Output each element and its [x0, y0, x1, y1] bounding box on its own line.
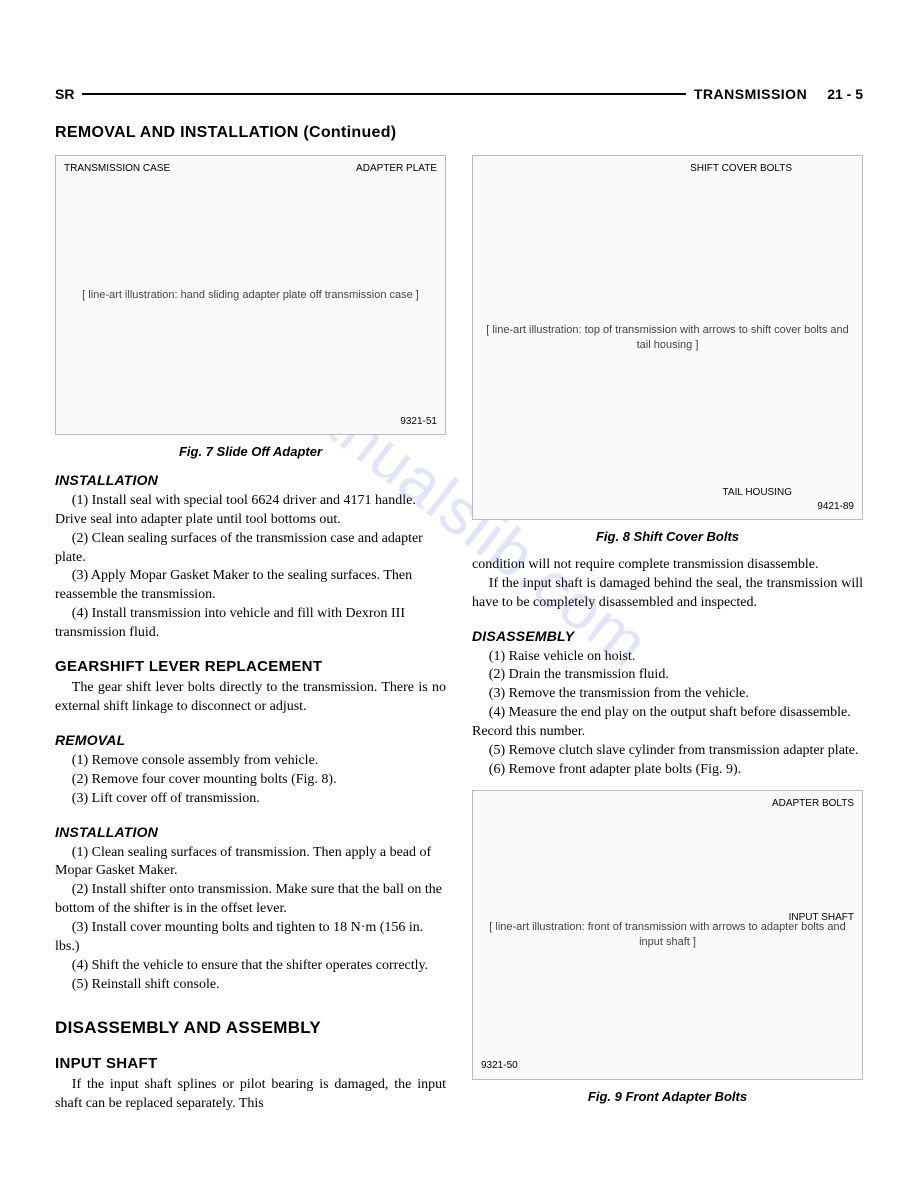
dis-step-5: (5) Remove clutch slave cylinder from tr…	[472, 742, 863, 761]
install2-step-1: (1) Clean sealing surfaces of transmissi…	[55, 844, 446, 882]
header-section: TRANSMISSION	[686, 85, 807, 104]
fig9-label-shaft: INPUT SHAFT	[789, 911, 854, 925]
fig8-label-tail: TAIL HOUSING	[723, 486, 792, 500]
fig7-label-plate: ADAPTER PLATE	[356, 162, 437, 176]
install2-step-4: (4) Shift the vehicle to ensure that the…	[55, 957, 446, 976]
removal-step-3: (3) Lift cover off of transmission.	[55, 790, 446, 809]
heading-disassembly-assembly: DISASSEMBLY AND ASSEMBLY	[55, 1017, 446, 1040]
page-header: SR TRANSMISSION 21 - 5	[55, 85, 863, 104]
fig9-code: 9321-50	[481, 1059, 518, 1073]
fig7-placeholder: [ line-art illustration: hand sliding ad…	[82, 288, 419, 303]
figure-8: SHIFT COVER BOLTS [ line-art illustratio…	[472, 155, 863, 520]
dis-step-2: (2) Drain the transmission fluid.	[472, 666, 863, 685]
fig7-label-case: TRANSMISSION CASE	[64, 162, 170, 176]
fig8-label-bolts: SHIFT COVER BOLTS	[690, 162, 792, 176]
install-step-2: (2) Clean sealing surfaces of the transm…	[55, 530, 446, 568]
removal-step-1: (1) Remove console assembly from vehicle…	[55, 752, 446, 771]
install2-step-3: (3) Install cover mounting bolts and tig…	[55, 919, 446, 957]
install-step-4: (4) Install transmission into vehicle an…	[55, 605, 446, 643]
heading-gearshift: GEARSHIFT LEVER REPLACEMENT	[55, 657, 446, 677]
fig9-label-bolts: ADAPTER BOLTS	[772, 797, 854, 811]
fig9-placeholder: [ line-art illustration: front of transm…	[481, 920, 854, 950]
fig8-placeholder: [ line-art illustration: top of transmis…	[481, 323, 854, 353]
dis-step-4: (4) Measure the end play on the output s…	[472, 704, 863, 742]
dis-step-6: (6) Remove front adapter plate bolts (Fi…	[472, 761, 863, 780]
section-continued-title: REMOVAL AND INSTALLATION (Continued)	[55, 122, 863, 144]
fig8-code: 9421-89	[817, 500, 854, 514]
right-column: SHIFT COVER BOLTS [ line-art illustratio…	[472, 155, 863, 1115]
install2-step-5: (5) Reinstall shift console.	[55, 976, 446, 995]
header-page-number: 21 - 5	[807, 85, 863, 104]
heading-removal: REMOVAL	[55, 731, 446, 750]
figure-9: ADAPTER BOLTS [ line-art illustration: f…	[472, 790, 863, 1080]
input-shaft-para: If the input shaft splines or pilot bear…	[55, 1076, 446, 1114]
gearshift-para: The gear shift lever bolts directly to t…	[55, 679, 446, 717]
right-para-2: If the input shaft is damaged behind the…	[472, 575, 863, 613]
install2-step-2: (2) Install shifter onto transmission. M…	[55, 881, 446, 919]
fig9-caption: Fig. 9 Front Adapter Bolts	[472, 1088, 863, 1106]
fig7-code: 9321-51	[400, 415, 437, 429]
left-column: TRANSMISSION CASE ADAPTER PLATE [ line-a…	[55, 155, 446, 1115]
dis-step-3: (3) Remove the transmission from the veh…	[472, 685, 863, 704]
right-para-1: condition will not require complete tran…	[472, 556, 863, 575]
heading-input-shaft: INPUT SHAFT	[55, 1054, 446, 1074]
removal-step-2: (2) Remove four cover mounting bolts (Fi…	[55, 771, 446, 790]
dis-step-1: (1) Raise vehicle on hoist.	[472, 648, 863, 667]
header-sr: SR	[55, 85, 82, 104]
header-rule	[82, 93, 685, 95]
install-step-1: (1) Install seal with special tool 6624 …	[55, 492, 446, 530]
fig7-caption: Fig. 7 Slide Off Adapter	[55, 443, 446, 461]
heading-installation-1: INSTALLATION	[55, 471, 446, 490]
install-step-3: (3) Apply Mopar Gasket Maker to the seal…	[55, 567, 446, 605]
fig8-caption: Fig. 8 Shift Cover Bolts	[472, 528, 863, 546]
heading-installation-2: INSTALLATION	[55, 823, 446, 842]
heading-disassembly: DISASSEMBLY	[472, 627, 863, 646]
figure-7: TRANSMISSION CASE ADAPTER PLATE [ line-a…	[55, 155, 446, 435]
